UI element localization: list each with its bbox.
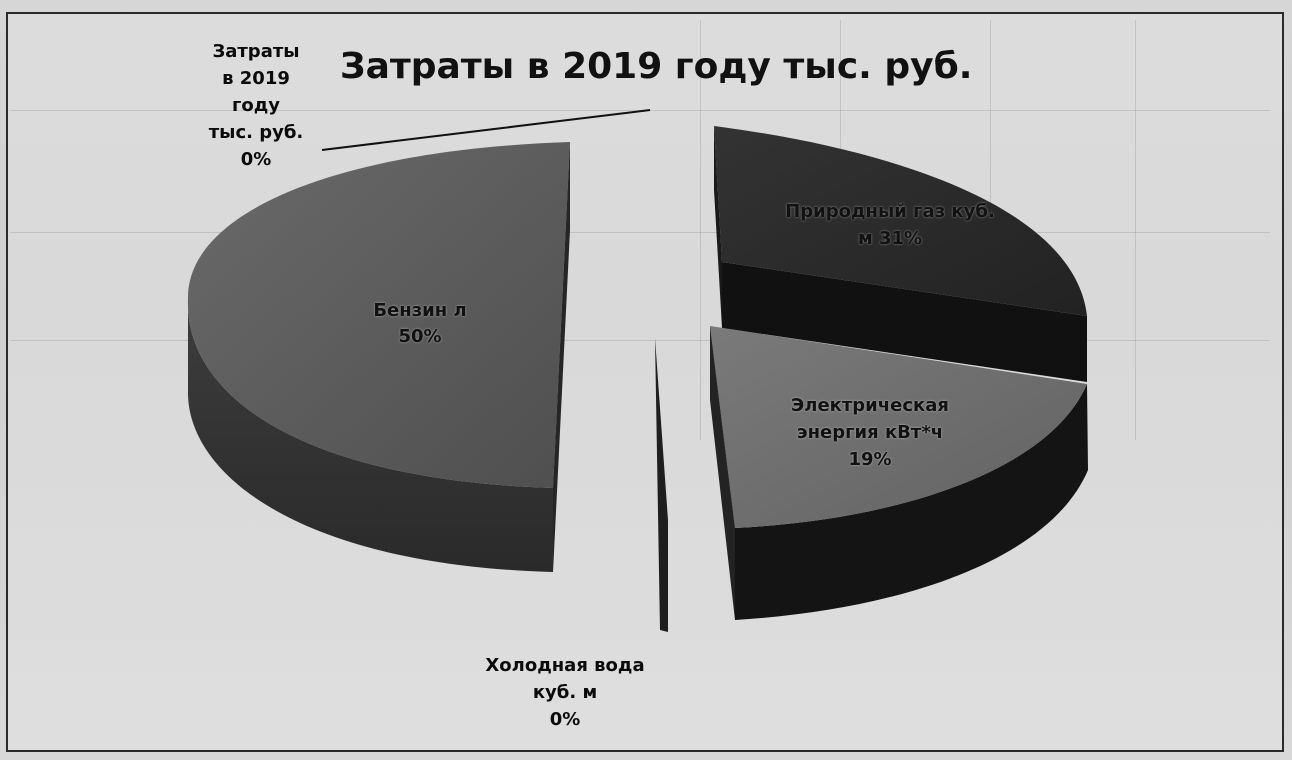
ghost-line — [1135, 20, 1136, 440]
pie-slice-water — [655, 338, 668, 632]
slice-label-percent: 50% — [398, 326, 442, 347]
slice-label-line: году — [231, 95, 281, 116]
chart-title: Затраты в 2019 году тыс. руб. — [340, 46, 973, 87]
pie-slice-gas — [714, 126, 1087, 316]
ghost-line — [700, 20, 701, 440]
slice-label-percent: 31% — [878, 228, 923, 249]
slice-label-line: тыс. руб. — [208, 122, 304, 143]
slice-label-benzin: Бензин л 50% — [340, 298, 500, 350]
pie-slice-gas-wall — [714, 126, 722, 328]
slice-label-percent: 19% — [848, 449, 892, 470]
slice-label-zatraty: Затраты в 2019 году тыс. руб. 0% — [196, 38, 316, 173]
slice-label-line: м — [857, 228, 873, 249]
slice-label-percent: 0% — [549, 709, 581, 730]
pie-slice-benzin-wall — [553, 142, 570, 572]
slice-label-line: куб. м — [532, 682, 598, 703]
slice-label-line: Бензин л — [373, 300, 467, 321]
slice-label-percent: 0% — [240, 149, 272, 170]
pie-slice-benzin — [187, 142, 570, 488]
slice-label-line: Электрическая — [791, 395, 949, 416]
slice-label-water: Холодная вода куб. м 0% — [455, 652, 675, 733]
slice-label-line: Затраты — [212, 41, 300, 62]
slice-label-line: энергия кВт*ч — [796, 422, 944, 443]
pie-slice-electric-side — [735, 384, 1088, 620]
slice-label-line: Холодная вода — [485, 655, 645, 676]
pie-slice-benzin-side — [187, 300, 553, 572]
pie-slice-electric-wall — [710, 326, 735, 620]
slice-label-gas: Природный газ куб. м 31% — [735, 198, 1045, 252]
ghost-line — [10, 232, 1270, 233]
pie-slice-electric — [710, 326, 1087, 528]
slice-label-line-with-percent: м 31% — [735, 225, 1045, 252]
leader-line — [321, 109, 651, 151]
ghost-line — [10, 340, 1270, 341]
pie-slice-gas-side — [722, 262, 1087, 382]
slice-label-line: Природный газ куб. — [785, 201, 995, 222]
slice-label-electric: Электрическая энергия кВт*ч 19% — [770, 392, 970, 473]
slice-label-line: в 2019 — [222, 68, 290, 89]
